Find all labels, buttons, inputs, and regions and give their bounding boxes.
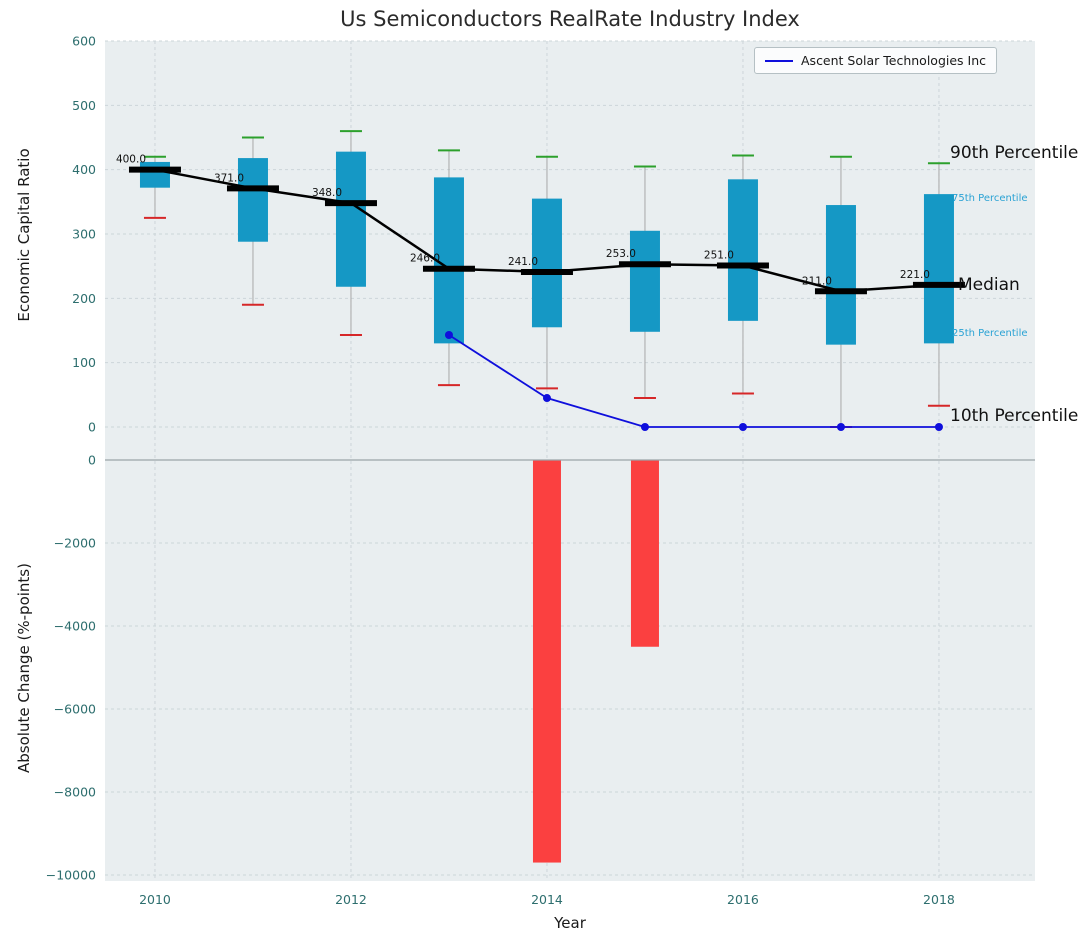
company-marker: [934, 423, 943, 431]
annotation-10th-percentile: 10th Percentile: [950, 406, 1079, 426]
median-value-label: 253.0: [606, 248, 636, 260]
annotation-median: Median: [958, 275, 1020, 295]
median-value-label: 241.0: [508, 256, 538, 268]
iqr-box: [335, 151, 366, 287]
top-ytick-label: 300: [72, 227, 96, 242]
iqr-box: [629, 230, 660, 332]
bottom-ytick-label: −10000: [46, 868, 96, 883]
company-marker: [640, 423, 649, 431]
company-marker: [444, 331, 453, 340]
xtick-label: 2010: [139, 892, 171, 907]
top-ytick-label: 600: [72, 34, 96, 49]
median-value-label: 246.0: [410, 253, 440, 265]
iqr-box: [531, 198, 562, 328]
median-value-label: 221.0: [900, 269, 930, 281]
bottom-y-axis-label: Absolute Change (%-points): [15, 563, 33, 773]
company-marker: [542, 394, 551, 403]
iqr-box: [727, 179, 758, 321]
xtick-label: 2018: [923, 892, 955, 907]
legend-entry-label: Ascent Solar Technologies Inc: [801, 53, 987, 68]
company-marker: [836, 423, 845, 431]
median-value-label: 371.0: [214, 172, 244, 184]
bottom-ytick-label: −4000: [54, 619, 96, 634]
iqr-box: [825, 205, 856, 345]
legend: Ascent Solar Technologies Inc: [754, 47, 998, 74]
bottom-ytick-label: −2000: [54, 536, 96, 551]
xtick-label: 2012: [335, 892, 367, 907]
median-value-label: 348.0: [312, 187, 342, 199]
median-value-label: 400.0: [116, 154, 146, 166]
annotation-25th-percentile: 25th Percentile: [952, 328, 1028, 339]
top-y-axis-label: Economic Capital Ratio: [15, 148, 33, 322]
change-bar: [630, 460, 659, 647]
bottom-ytick-label: −6000: [54, 702, 96, 717]
legend-line-sample: [765, 59, 793, 62]
change-bar: [532, 460, 561, 863]
iqr-box: [923, 194, 954, 344]
bottom-ytick-label: −8000: [54, 785, 96, 800]
company-line: [448, 334, 939, 428]
top-ytick-label: 0: [88, 420, 96, 435]
iqr-box: [237, 158, 268, 242]
xtick-label: 2016: [727, 892, 759, 907]
annotation-75th-percentile: 75th Percentile: [952, 193, 1028, 204]
annotation-90th-percentile: 90th Percentile: [950, 143, 1079, 163]
chart-title: Us Semiconductors RealRate Industry Inde…: [340, 7, 800, 31]
median-value-label: 251.0: [704, 250, 734, 262]
iqr-box: [433, 177, 464, 344]
xtick-label: 2014: [531, 892, 563, 907]
top-ytick-label: 400: [72, 162, 96, 177]
top-ytick-label: 200: [72, 291, 96, 306]
x-axis-label: Year: [554, 914, 586, 932]
bottom-ytick-label: 0: [88, 453, 96, 468]
top-ytick-label: 500: [72, 98, 96, 113]
top-ytick-label: 100: [72, 355, 96, 370]
iqr-box: [139, 161, 170, 188]
median-value-label: 211.0: [802, 275, 832, 287]
company-marker: [738, 423, 747, 431]
